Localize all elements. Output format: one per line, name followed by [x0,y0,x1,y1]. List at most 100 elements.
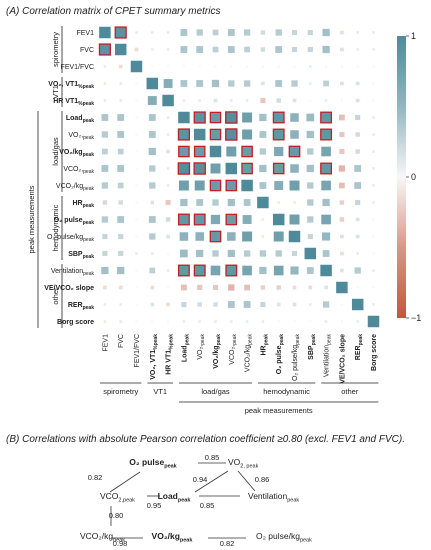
heatmap-cell [149,233,156,240]
heatmap-cell [306,113,315,122]
heatmap-cell [135,99,138,102]
heatmap-cell [118,285,123,290]
column-label: VCO₂/kgpeak [245,334,254,373]
heatmap-cell [274,146,284,157]
heatmap-cell [290,266,299,275]
heatmap-cell [307,29,313,36]
heatmap-cell [196,199,204,206]
heatmap-cell [225,128,238,141]
heatmap-cell [340,303,343,306]
heatmap-cell [167,320,170,323]
row-label: O₂ pulsepeak [54,217,94,226]
heatmap-cell [259,266,267,275]
heatmap-cell [274,181,284,190]
heatmap-cell [257,196,269,209]
heatmap-cell [135,252,138,255]
heatmap-cell [166,48,170,51]
network-node: Loadpeak [158,491,192,504]
heatmap-cell [227,46,235,53]
row-label: Borg score [57,319,94,326]
heatmap-cell [293,320,296,323]
heatmap-cell [118,64,123,69]
row-label: VO₂,peak [68,132,94,141]
heatmap-cell [102,200,108,205]
heatmap-cell [292,285,297,290]
heatmap-cell [339,148,345,155]
heatmap-cell [98,43,112,56]
heatmap-cell [309,320,312,323]
column-label: O₂ pulsepeak [276,334,285,374]
row-label: RERpeak [68,302,94,311]
heatmap-cell [228,80,235,87]
heatmap-cell [119,320,122,323]
row-group-label: other [51,287,60,305]
heatmap-cell [355,114,361,121]
heatmap-cell [212,199,219,206]
heatmap-cell [292,98,297,103]
heatmap-cell [135,201,138,204]
heatmap-cell [167,286,170,289]
heatmap-cell [197,302,202,307]
heatmap-cell [243,80,251,87]
heatmap-cell [243,199,251,206]
column-label: SBPpeak [308,334,317,360]
heatmap-cell [147,96,157,105]
heatmap-cell [340,47,344,52]
correlation-network: O₂ pulsepeak VO2, peak VCO2,peak Loadpeak Ve… [80,453,312,548]
heatmap-cell [118,200,123,205]
heatmap-cell [324,99,328,102]
heatmap-cell [322,250,330,257]
panel-b-title: (B) Correlations with absolute Pearson c… [6,434,405,445]
network-edge-value: 0.82 [88,473,103,482]
heatmap-cell [322,301,330,308]
heatmap-cell [307,199,314,206]
column-label: VCO₂,peak [229,334,238,365]
heatmap-cell [225,213,238,226]
heatmap-cell [182,65,185,68]
heatmap-cell [355,217,360,222]
heatmap-cell [117,165,125,172]
heatmap-cell [321,146,331,157]
heatmap-cell [242,265,252,276]
heatmap-cell [291,80,298,87]
heatmap-cell [194,180,205,191]
heatmap-cell [103,303,107,306]
heatmap-cell [101,131,109,138]
column-group-label: hemodynamic [263,387,310,396]
heatmap-cell [307,182,314,189]
heatmap-cell [290,113,299,122]
column-super-label: peak measurements [245,406,313,415]
heatmap-cell [355,98,360,103]
heatmap-cell [135,235,138,238]
heatmap-cell [182,320,186,323]
heatmap-cell [119,303,122,306]
heatmap-cell [241,145,253,158]
heatmap-cell [101,216,109,223]
heatmap-cell [372,286,375,289]
heatmap-cell [148,114,156,121]
heatmap-cell [320,128,333,141]
heatmap-cell [290,130,299,139]
heatmap-cell [372,48,375,51]
heatmap-cell [149,182,156,189]
heatmap-cell [308,285,313,290]
heatmap-cell [323,80,329,87]
heatmap-cell [372,252,375,255]
heatmap-cell [148,131,156,138]
heatmap-cell [117,148,124,155]
heatmap-cell [339,217,345,222]
heatmap-cell [372,269,375,272]
heatmap-cell [180,29,188,36]
heatmap-cell [212,250,219,257]
column-label: Loadpeak [181,334,190,362]
heatmap-cell [193,145,206,158]
heatmap-cell [227,232,236,241]
heatmap-cell [276,285,281,290]
network-node: O₂ pulsepeak [129,457,177,470]
heatmap-cell [372,303,375,306]
heatmap-cell [149,267,156,274]
network-edge-value: 0.80 [109,511,124,520]
panel-a-title: (A) Correlation matrix of CPET summary m… [6,6,220,17]
column-label: Ventilationpeak [324,334,333,378]
